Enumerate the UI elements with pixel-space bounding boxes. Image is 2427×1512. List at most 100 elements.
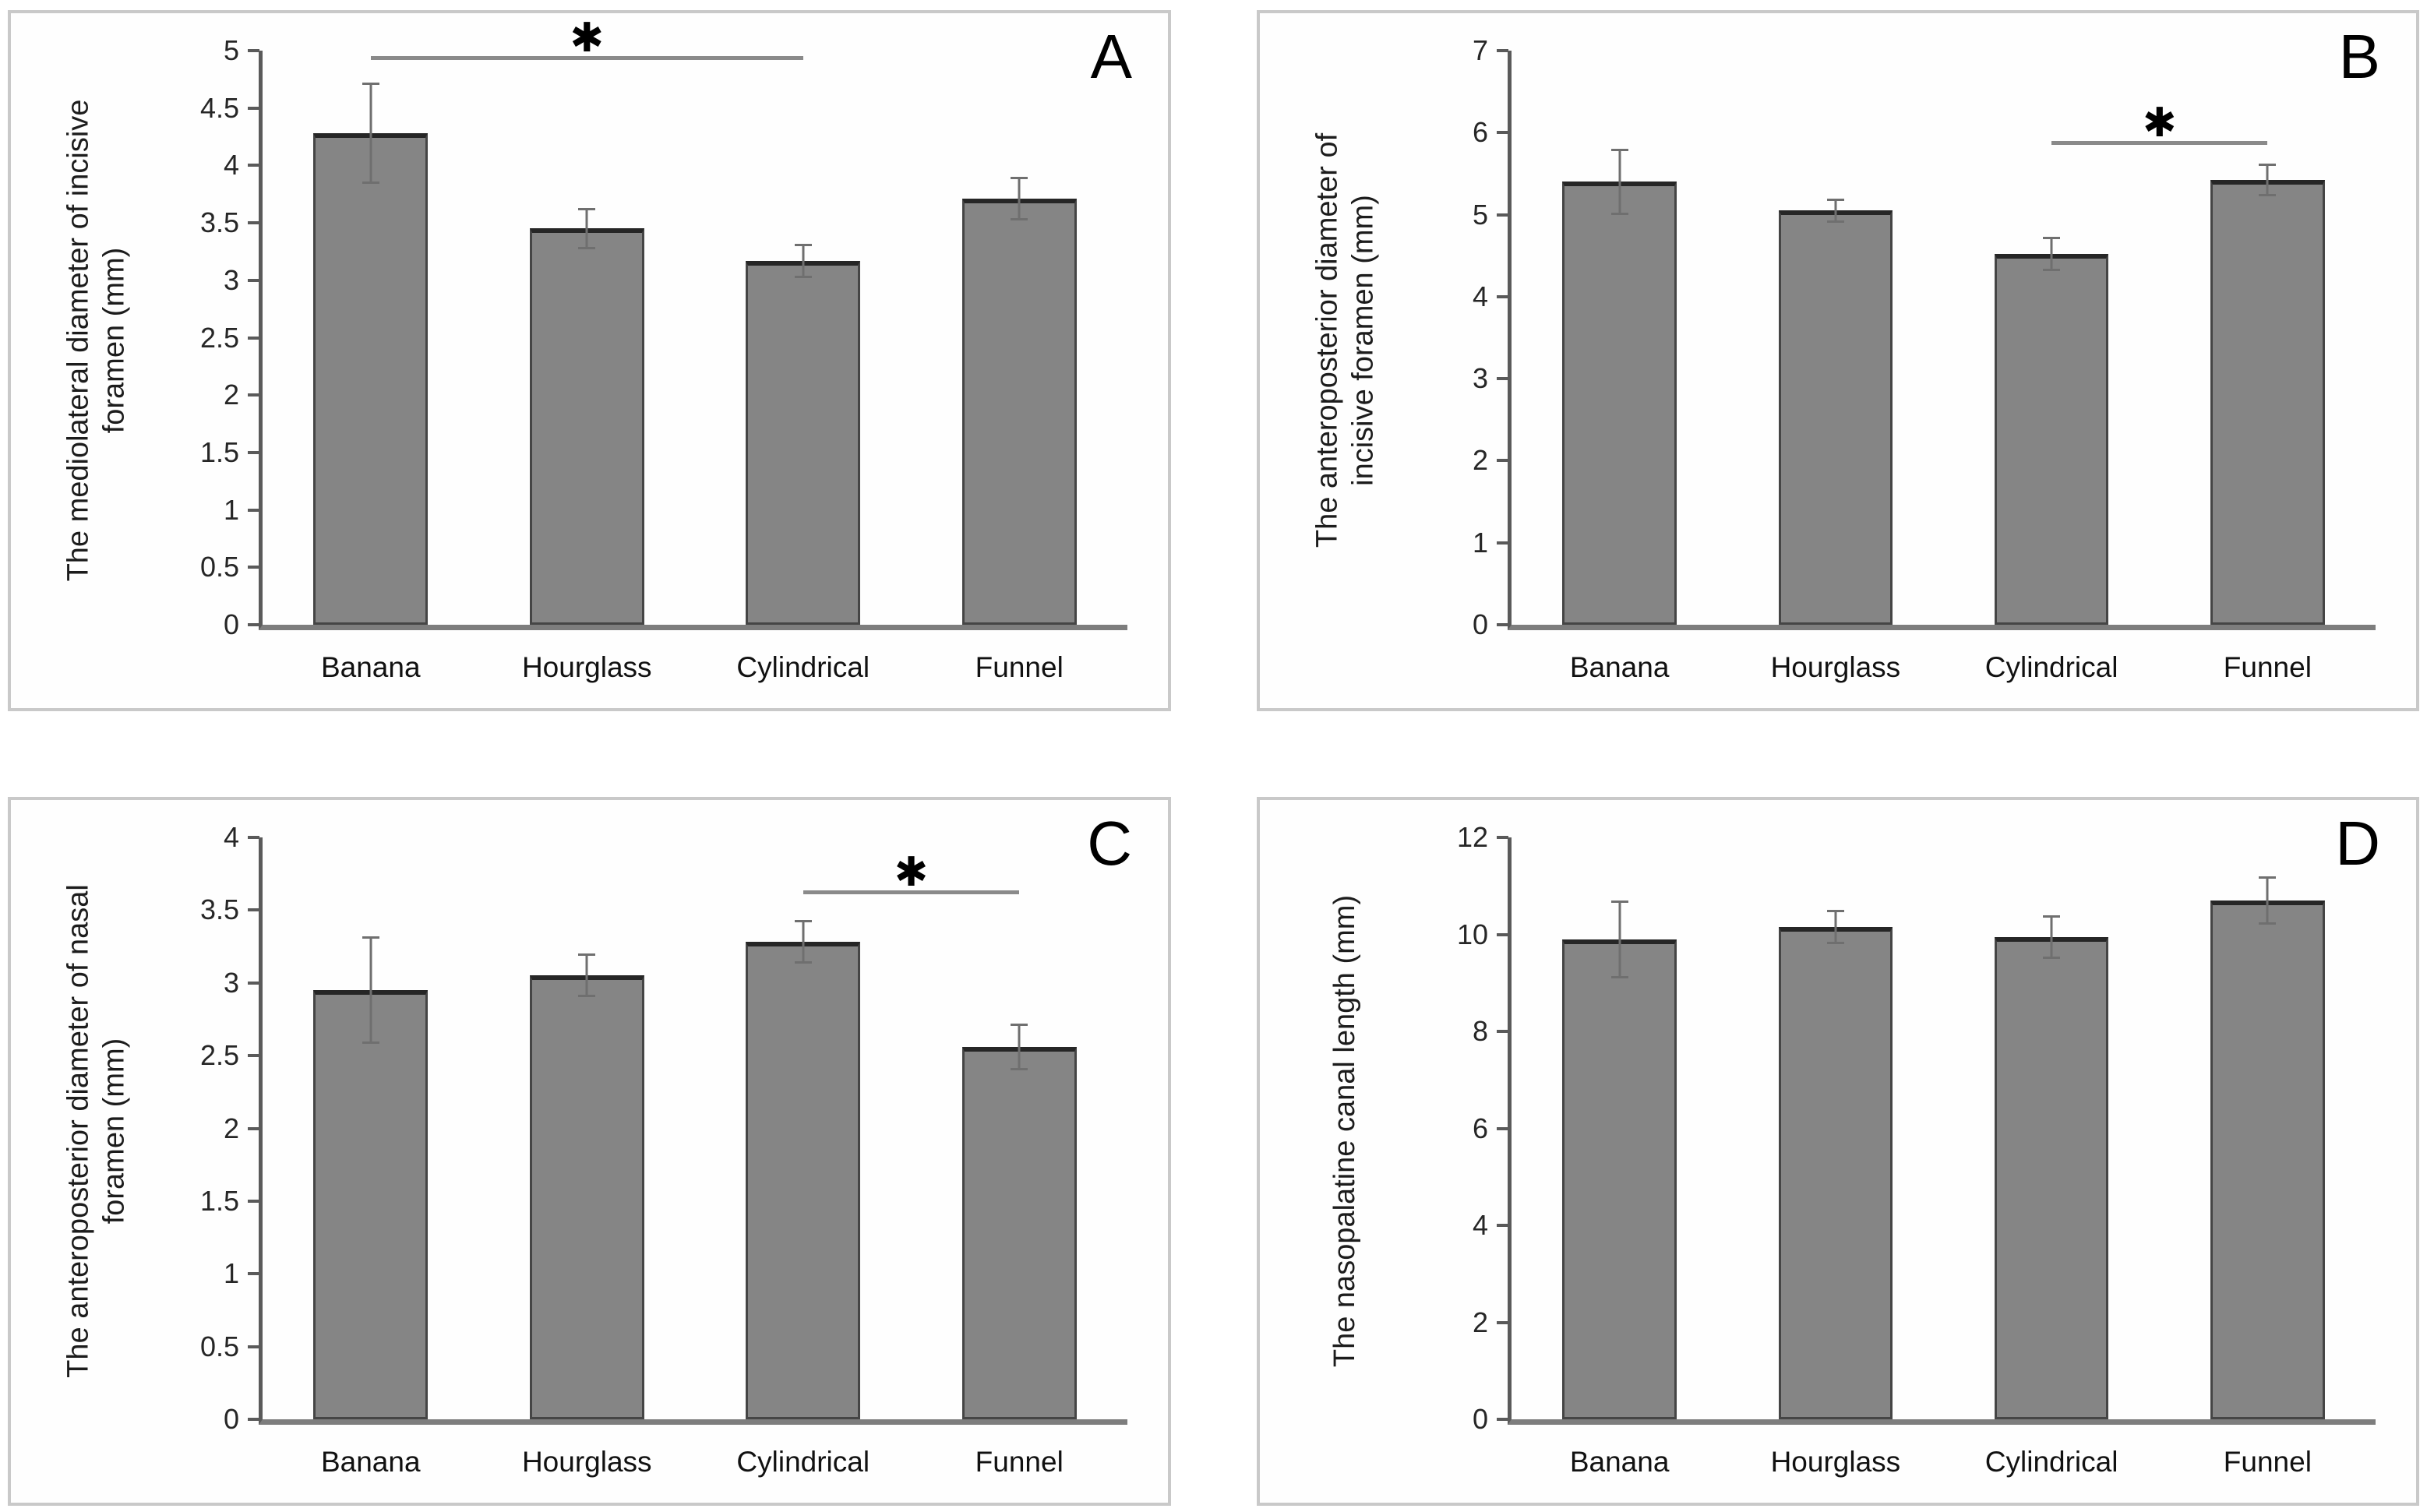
significance-line [370, 55, 803, 60]
bar-banana [1562, 939, 1677, 1419]
y-axis-title-line: The nasopalatine canal length (mm) [1328, 894, 1361, 1368]
error-bar [1834, 910, 1837, 944]
x-category-label: Cylindrical [1984, 651, 2118, 683]
y-axis-title-d: The nasopalatine canal length (mm) [1269, 837, 1421, 1425]
x-category-label: Hourglass [1770, 1446, 1901, 1478]
y-tick-mark [248, 1199, 259, 1203]
bar-hourglass [529, 975, 644, 1419]
error-bar-cap-top [1610, 149, 1628, 152]
y-tick-mark [1497, 836, 1508, 839]
panel-c: C The anteroposterior diameter of nasal … [8, 797, 1171, 1506]
x-category-label: Banana [1569, 1446, 1670, 1478]
y-tick-label: 0 [223, 608, 239, 640]
y-tick-mark [1497, 1320, 1508, 1324]
error-bar-cap-top [2043, 237, 2061, 239]
error-bar-cap-top [2259, 164, 2277, 167]
significance-asterisk: ✱ [2142, 100, 2177, 146]
bar-cylindrical [1994, 254, 2109, 625]
error-bar-cap-top [794, 920, 812, 923]
y-tick-mark [248, 49, 259, 52]
error-bar [1018, 1024, 1021, 1070]
error-bar-cap-bottom [362, 1041, 379, 1045]
significance-asterisk: ✱ [570, 16, 605, 61]
y-tick-label: 12 [1456, 821, 1488, 853]
y-tick-mark [1497, 1224, 1508, 1227]
error-bar [2266, 164, 2269, 197]
bar-hourglass [1778, 927, 1893, 1419]
y-tick-mark [1497, 49, 1508, 52]
bar-funnel [961, 199, 1077, 625]
y-tick-label: 4 [1472, 280, 1488, 312]
plot-area-a: 0 0.5 1 1.5 2 2.5 3 3.5 4 4.5 5 Banana Hourglass Cyli… [200, 18, 1127, 683]
error-bar-cap-bottom [1826, 220, 1844, 224]
error-bar-cap-top [1011, 1024, 1028, 1027]
error-bar-cap-bottom [2259, 922, 2277, 925]
x-category-label: Hourglass [521, 651, 652, 683]
error-bar-cap-bottom [1011, 1067, 1028, 1070]
y-tick-mark [248, 221, 259, 225]
y-tick-label: 4 [1472, 1209, 1488, 1241]
y-tick-mark [248, 393, 259, 397]
x-category-label: Funnel [975, 651, 1064, 683]
plot-area-b: 0 1 2 3 4 5 6 7 Banana Hourglass Cylindrical Funnel… [1473, 37, 2376, 683]
y-tick-mark [248, 164, 259, 167]
y-tick-label: 6 [1472, 116, 1488, 149]
y-tick-mark [248, 908, 259, 912]
error-bar [802, 243, 805, 278]
y-tick-label: 2 [1472, 444, 1488, 477]
y-tick-label: 2 [223, 1112, 239, 1144]
y-tick-label: 5 [223, 34, 239, 66]
y-axis-title-c: The anteroposterior diameter of nasal fo… [20, 837, 172, 1425]
y-tick-mark [248, 566, 259, 569]
y-tick-label: 3.5 [199, 893, 239, 926]
x-category-label: Hourglass [521, 1446, 652, 1478]
y-tick-label: 10 [1456, 918, 1488, 950]
error-bar-cap-bottom [1011, 218, 1028, 221]
y-tick-label: 6 [1472, 1112, 1488, 1144]
bar-funnel [961, 1046, 1077, 1419]
error-bar-cap-bottom [2259, 194, 2277, 197]
y-tick-mark [1497, 294, 1508, 298]
y-tick-mark [248, 623, 259, 626]
bar-funnel [2210, 180, 2325, 625]
x-category-label: Funnel [2223, 1446, 2312, 1478]
y-tick-label: 1 [223, 493, 239, 526]
error-bar [1018, 177, 1021, 221]
y-tick-label: 0.5 [199, 551, 239, 583]
error-bar-cap-bottom [1610, 975, 1628, 978]
y-tick-label: 3.5 [199, 206, 239, 239]
y-tick-mark [248, 1054, 259, 1058]
error-bar [2050, 237, 2053, 272]
y-tick-mark [1497, 1418, 1508, 1421]
panel-letter-c: C [1087, 809, 1132, 878]
y-axis-title-b: The anteroposterior diameter of incisive… [1269, 51, 1421, 630]
error-bar-cap-top [1826, 910, 1844, 913]
y-tick-mark [248, 278, 259, 282]
y-tick-mark [1497, 377, 1508, 381]
bar-banana [313, 990, 428, 1419]
error-bar-cap-bottom [794, 961, 812, 964]
error-bar-cap-top [2043, 915, 2061, 918]
panel-letter-d: D [2335, 809, 2380, 878]
y-tick-mark [1497, 213, 1508, 217]
y-tick-mark [1497, 623, 1508, 626]
error-bar-cap-bottom [578, 247, 596, 250]
y-tick-mark [1497, 459, 1508, 463]
error-bar [802, 920, 805, 964]
y-tick-label: 1 [223, 1257, 239, 1290]
error-bar [1618, 149, 1621, 215]
bar-banana [313, 133, 428, 625]
y-tick-label: 0.5 [199, 1330, 239, 1362]
error-bar [1618, 900, 1621, 978]
panel-letter-b: B [2338, 22, 2380, 91]
error-bar [1834, 198, 1837, 224]
y-tick-mark [248, 336, 259, 340]
error-bar-cap-top [794, 243, 812, 246]
error-bar-cap-bottom [1610, 212, 1628, 215]
y-tick-mark [248, 1126, 259, 1130]
error-bar-cap-top [1610, 900, 1628, 903]
significance-line [803, 890, 1020, 894]
error-bar [585, 953, 588, 998]
bar-cylindrical [1994, 936, 2109, 1419]
panel-b: B The anteroposterior diameter of incisi… [1257, 10, 2419, 711]
